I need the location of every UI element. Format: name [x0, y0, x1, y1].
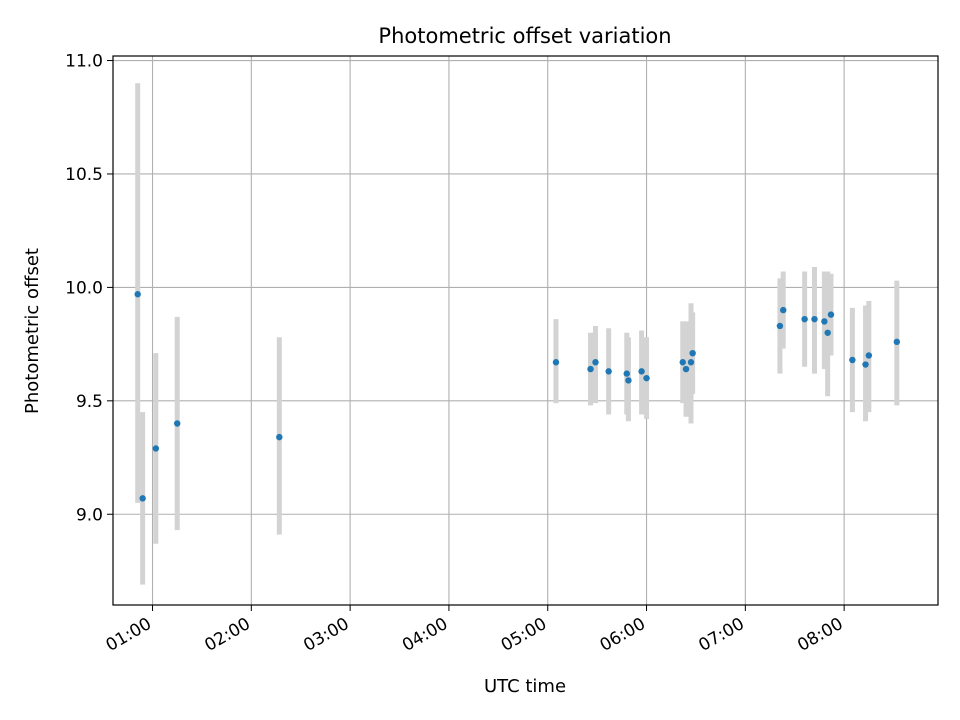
data-point: [152, 445, 160, 452]
data-point: [862, 361, 869, 368]
data-point: [679, 359, 686, 366]
data-point: [623, 370, 630, 377]
data-point: [821, 318, 828, 325]
data-point: [849, 356, 856, 364]
data-point: [801, 315, 808, 323]
grid: [113, 56, 938, 605]
data-point: [689, 349, 696, 357]
y-axis-ticks: 9.0 9.5 10.0 10.5 11.0: [65, 52, 113, 525]
data-point: [638, 368, 645, 375]
y-tick-label: 10.0: [65, 278, 103, 298]
data-point: [780, 306, 787, 314]
y-tick-label: 9.0: [76, 505, 103, 525]
data-point: [687, 359, 695, 366]
y-axis-label: Photometric offset: [22, 248, 43, 414]
data-point: [587, 365, 594, 373]
data-point: [592, 359, 599, 366]
data-point: [605, 368, 612, 375]
data-point: [139, 495, 146, 502]
plot-frame: [112, 55, 939, 606]
y-tick-label: 10.5: [65, 165, 103, 185]
data-point: [276, 433, 283, 441]
x-axis-label: UTC time: [484, 676, 566, 697]
data-point: [776, 322, 784, 330]
data-point: [134, 291, 141, 298]
data-point: [824, 329, 831, 336]
data-point: [552, 359, 560, 366]
data-point: [811, 315, 818, 323]
data-point: [682, 365, 690, 373]
chart-title: Photometric offset variation: [378, 24, 671, 48]
data-point: [174, 420, 181, 427]
data-point: [643, 374, 650, 382]
data-point: [625, 377, 632, 384]
data-point: [893, 338, 901, 346]
y-tick-label: 9.5: [76, 392, 103, 412]
data-point: [865, 352, 873, 359]
data-point: [827, 311, 835, 318]
y-tick-label: 11.0: [65, 52, 103, 72]
data-points: [134, 291, 901, 502]
